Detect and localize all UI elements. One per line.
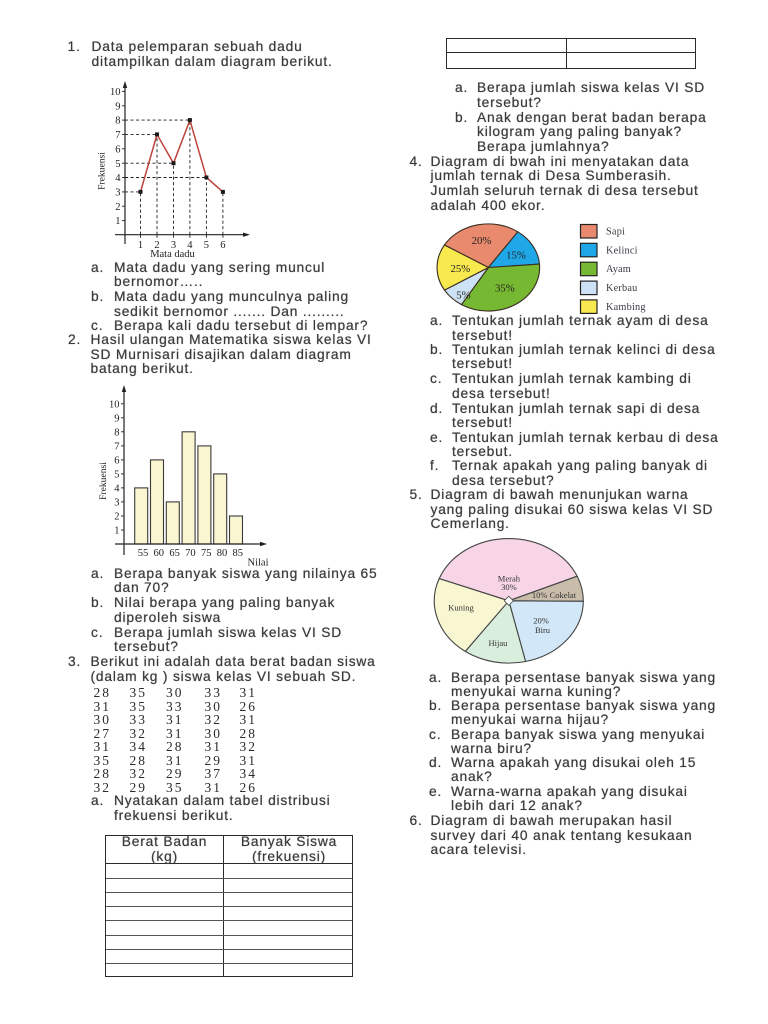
svg-text:Frekuensi: Frekuensi: [98, 462, 109, 500]
svg-text:Merah: Merah: [498, 574, 521, 584]
svg-text:Kerbau: Kerbau: [606, 283, 638, 294]
svg-text:Hijau: Hijau: [489, 638, 509, 648]
svg-text:9: 9: [115, 101, 120, 112]
svg-text:Nilai: Nilai: [248, 558, 269, 569]
svg-text:6: 6: [114, 456, 119, 467]
svg-text:20%: 20%: [533, 616, 549, 626]
svg-text:20%: 20%: [472, 235, 492, 247]
svg-text:60: 60: [154, 548, 165, 559]
svg-text:6: 6: [115, 144, 120, 155]
svg-text:2: 2: [154, 240, 159, 251]
svg-text:30%: 30%: [501, 582, 517, 592]
svg-text:1: 1: [115, 216, 120, 227]
svg-text:5: 5: [115, 159, 120, 170]
svg-text:Kuning: Kuning: [448, 602, 474, 612]
svg-text:1: 1: [138, 240, 143, 251]
svg-text:10: 10: [110, 87, 121, 98]
svg-text:35%: 35%: [495, 283, 515, 295]
svg-text:25%: 25%: [451, 263, 471, 275]
svg-text:15%: 15%: [506, 250, 526, 262]
svg-text:Biru: Biru: [535, 625, 551, 635]
svg-text:10% Cokelat: 10% Cokelat: [532, 590, 577, 600]
svg-text:85: 85: [233, 548, 244, 559]
svg-text:80: 80: [217, 548, 228, 559]
svg-text:Sapi: Sapi: [606, 227, 625, 238]
svg-text:4: 4: [187, 240, 193, 251]
svg-text:8: 8: [115, 116, 120, 127]
svg-text:5: 5: [204, 240, 209, 251]
svg-text:2: 2: [115, 202, 120, 213]
svg-text:9: 9: [114, 413, 119, 424]
svg-text:3: 3: [115, 188, 120, 199]
svg-text:2: 2: [114, 512, 119, 523]
svg-text:Mata dadu: Mata dadu: [150, 249, 195, 260]
svg-text:1: 1: [114, 526, 119, 537]
svg-text:5: 5: [114, 470, 119, 481]
svg-text:6: 6: [220, 240, 225, 251]
svg-text:Ayam: Ayam: [606, 264, 631, 275]
svg-text:7: 7: [115, 130, 120, 141]
svg-text:3: 3: [171, 240, 176, 251]
svg-text:Kelinci: Kelinci: [606, 245, 638, 256]
svg-text:65: 65: [169, 548, 180, 559]
svg-text:3: 3: [114, 498, 119, 509]
svg-text:7: 7: [114, 442, 119, 453]
svg-text:4: 4: [114, 484, 120, 495]
svg-text:5%: 5%: [456, 289, 470, 301]
svg-text:Kambing: Kambing: [606, 302, 646, 313]
svg-text:Frekuensi: Frekuensi: [96, 152, 107, 190]
svg-text:55: 55: [138, 548, 149, 559]
svg-text:70: 70: [185, 548, 196, 559]
svg-text:10: 10: [109, 399, 120, 410]
svg-text:8: 8: [114, 427, 119, 438]
svg-text:4: 4: [115, 173, 121, 184]
svg-text:75: 75: [201, 548, 212, 559]
